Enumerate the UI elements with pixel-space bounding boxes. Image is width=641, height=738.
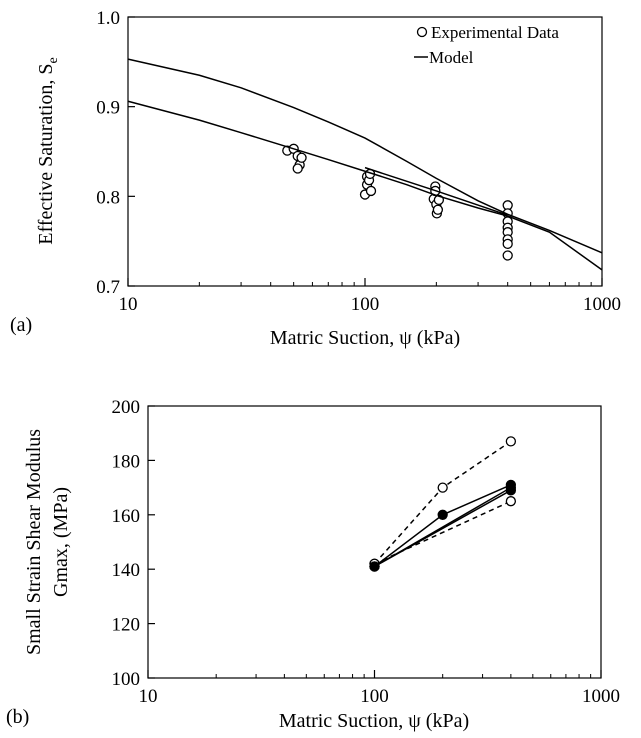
chart-b-ytick-label: 180: [112, 451, 141, 472]
chart-b-data-point: [505, 436, 517, 447]
chart-b-frame: [147, 405, 602, 679]
chart-a-xtick-label: 10: [119, 294, 138, 315]
chart-a-xtick-label: 1000: [583, 294, 621, 315]
chart-b-series-line-4: [374, 486, 512, 568]
chart-b-ylabel-line1: Small Strain Shear Modulus: [23, 429, 45, 655]
chart-a-xtick-label: 100: [351, 294, 380, 315]
chart-b-data-point: [437, 509, 448, 520]
chart-a-legend: Experimental Data Model: [414, 23, 559, 67]
chart-a-series: [127, 58, 603, 271]
chart-a-data-point: [296, 152, 307, 163]
chart-a-ylabel-main: Effective Saturation, S: [35, 63, 57, 244]
chart-a-frame: [127, 16, 603, 287]
chart-b-ytick-label: 100: [112, 669, 141, 690]
chart-b-xlabel: Matric Suction, ψ (kPa): [279, 710, 469, 732]
chart-a-ylabel-sub: e: [46, 57, 61, 63]
chart-a-series-line-1: [127, 58, 603, 254]
chart-a-xlabel: Matric Suction, ψ (kPa): [270, 327, 460, 349]
chart-b-ytick-label: 140: [112, 560, 141, 581]
panel-a-label: (a): [10, 314, 32, 336]
chart-b-ylabel-line2: Gmax, (MPa): [50, 487, 72, 597]
chart-a-data-point: [432, 204, 444, 215]
chart-b-data-point: [505, 496, 517, 507]
chart-b-ytick-label: 160: [112, 506, 141, 527]
chart-b-series: [369, 436, 517, 572]
chart-a-data-point: [365, 185, 377, 197]
chart-a-series-line-3: [364, 166, 508, 216]
chart-b-ytick-label: 200: [112, 397, 141, 418]
legend-marker-experimental: [416, 26, 428, 38]
chart-b-data-point: [505, 482, 517, 493]
chart-a-ylabel: Effective Saturation, Se: [35, 57, 61, 244]
chart-a-series-line-2: [127, 100, 603, 271]
chart-a-data-point: [502, 238, 513, 250]
chart-b-data-point: [437, 482, 448, 493]
chart-b-xtick-label: 100: [360, 686, 389, 707]
legend-label-model: Model: [429, 48, 474, 67]
chart-a-ytick-label: 0.9: [96, 98, 120, 119]
chart-a-ytick-label: 0.7: [96, 277, 120, 298]
chart-b-xtick-label: 10: [139, 686, 158, 707]
chart-a-ytick-label: 1.0: [96, 8, 120, 29]
legend-label-experimental: Experimental Data: [431, 23, 559, 42]
chart-b-xtick-label: 1000: [582, 686, 620, 707]
chart-a-data-point: [292, 163, 303, 174]
chart-b-ytick-label: 120: [112, 615, 141, 636]
chart-a-ticks: 10 100 1000 0.7 0.8 0.9 1.0: [96, 8, 621, 315]
chart-a-ytick-label: 0.8: [96, 187, 120, 208]
panel-b-label: (b): [6, 706, 29, 728]
chart-b-data-point: [369, 561, 380, 572]
chart-b-series-line-1: [374, 500, 512, 565]
chart-a-data-point: [502, 250, 513, 261]
chart-a: 10 100 1000 0.7 0.8 0.9 1.0 Experimental Data …: [10, 8, 621, 349]
